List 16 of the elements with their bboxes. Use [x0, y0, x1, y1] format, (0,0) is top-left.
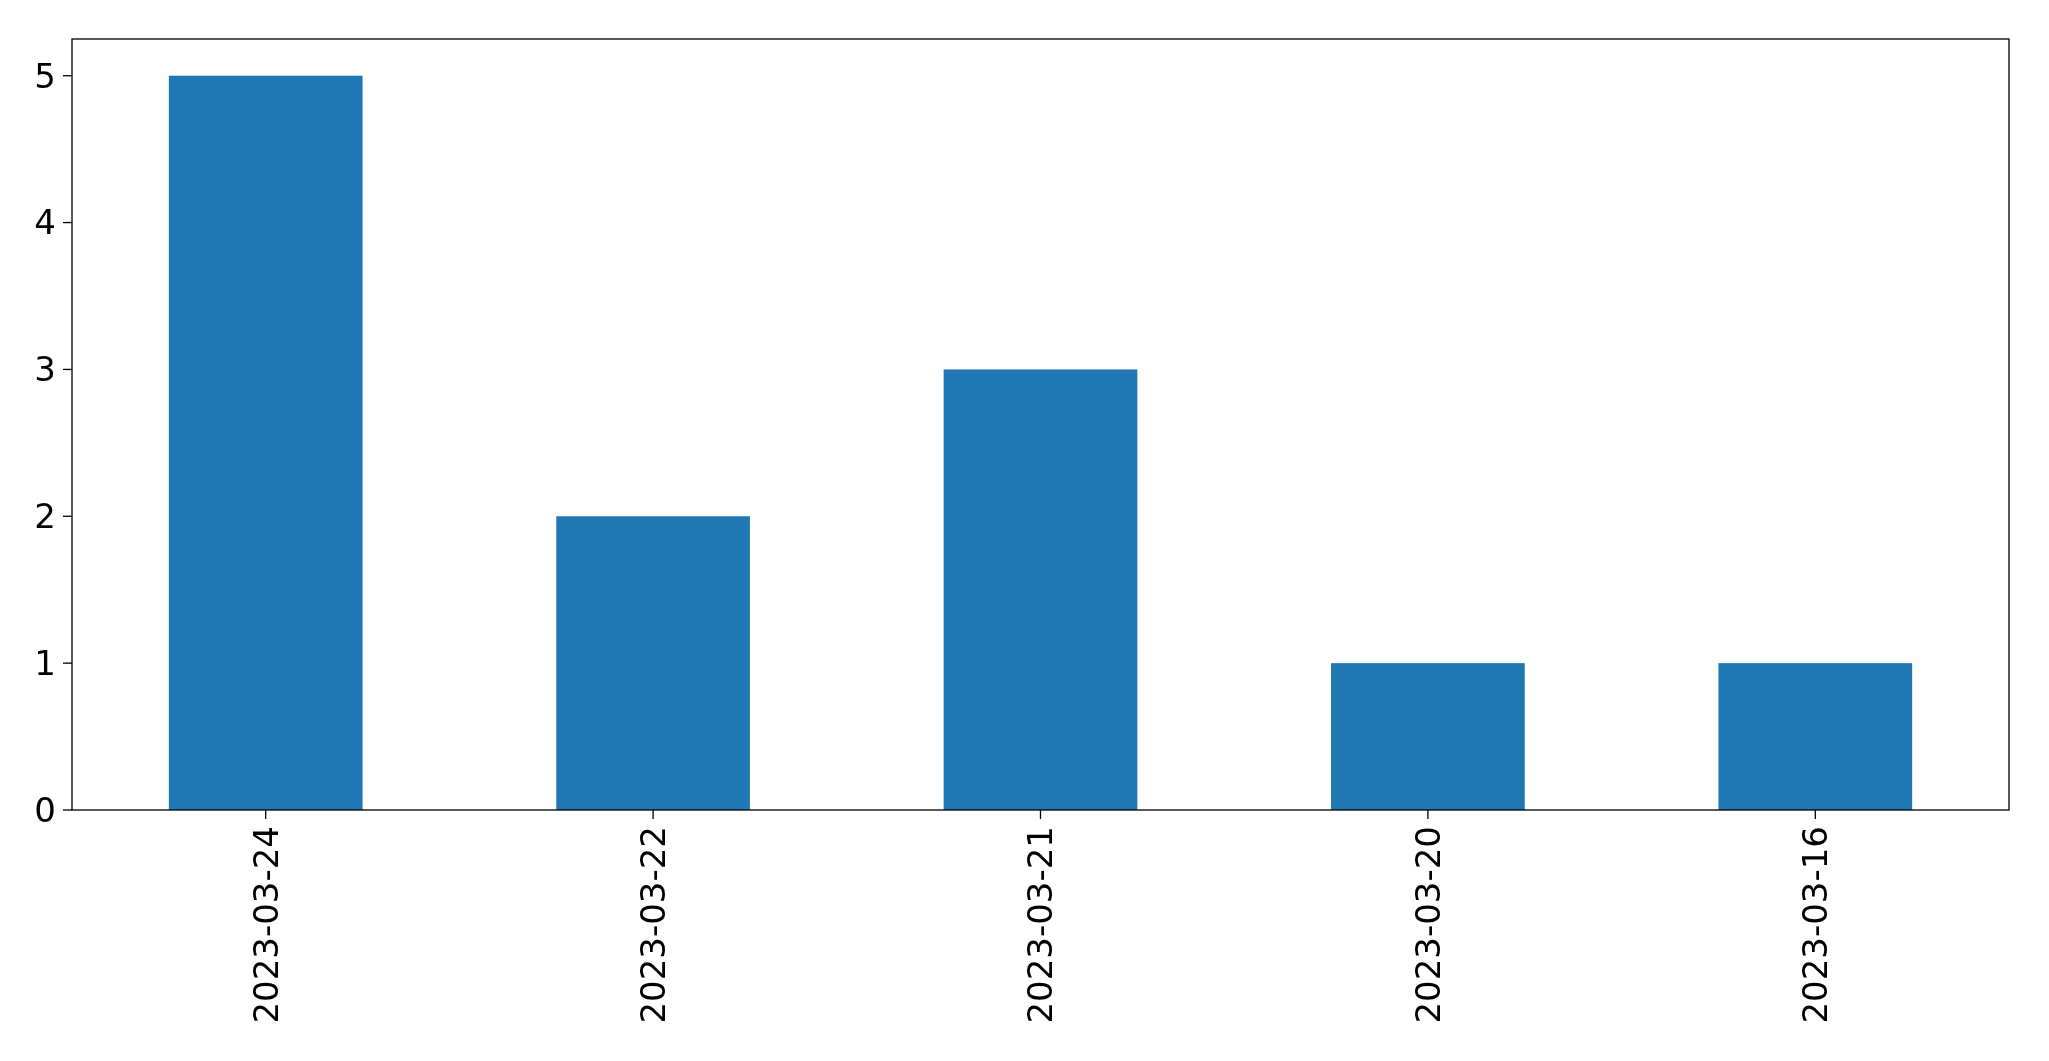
x-tick-label: 2023-03-21 [1020, 826, 1061, 1024]
y-tick-label: 1 [34, 643, 56, 684]
x-tick-label: 2023-03-24 [245, 826, 286, 1024]
bar [943, 369, 1138, 810]
x-tick-label: 2023-03-22 [633, 826, 673, 1024]
y-tick-label: 0 [34, 789, 56, 830]
bar [556, 516, 750, 810]
y-tick-label: 3 [34, 349, 56, 390]
bar [168, 75, 363, 810]
x-tick-label: 2023-03-16 [1795, 826, 1836, 1024]
y-tick-label: 2 [34, 496, 56, 537]
bar [1718, 663, 1913, 810]
x-tick-label: 2023-03-20 [1407, 826, 1448, 1024]
bar [1331, 663, 1525, 810]
y-tick-label: 5 [34, 55, 56, 96]
y-tick-label: 4 [34, 202, 56, 243]
